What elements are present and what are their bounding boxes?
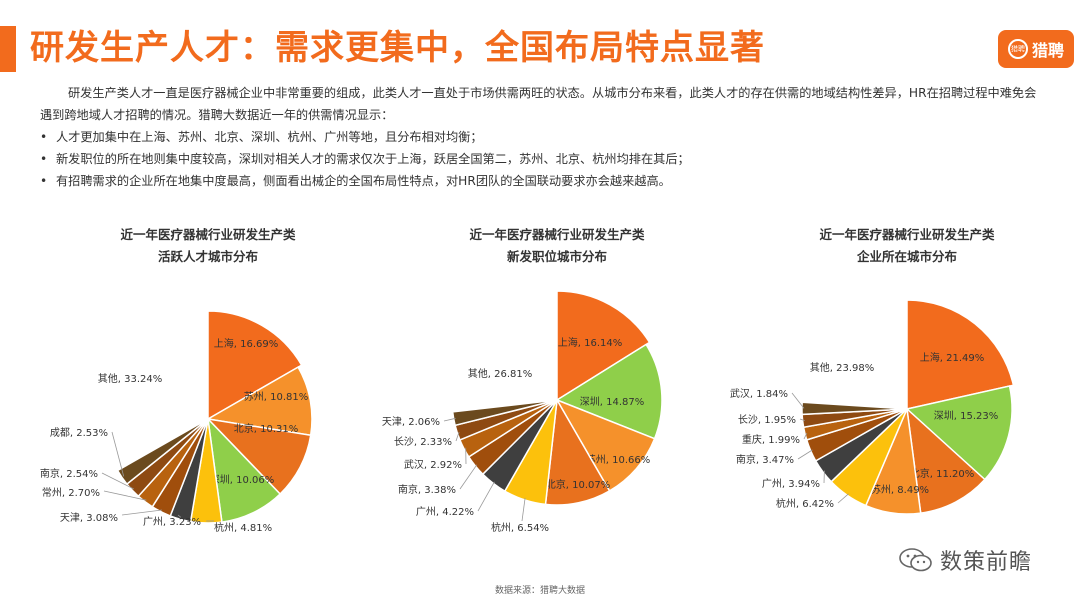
slice-label: 南京, 3.38% (398, 483, 456, 496)
slice-label: 北京, 10.07% (546, 478, 611, 491)
leader-line (443, 417, 456, 422)
pie-slice-上海 (207, 310, 303, 421)
slice-label: 深圳, 14.87% (580, 396, 645, 408)
watermark-text: 数策前瞻 (940, 550, 1033, 575)
pie-slice-武汉 (801, 401, 908, 416)
slice-label: 杭州, 4.81% (214, 521, 272, 534)
leader-line (101, 472, 134, 490)
leader-line (477, 481, 495, 512)
leader-line (111, 431, 125, 477)
leader-line (521, 497, 526, 522)
pie-slice-苏州 (555, 398, 656, 492)
title-accent-bar (0, 26, 16, 72)
intro-bullet: 人才更加集中在上海、苏州、北京、深圳、杭州、广州等地，且分布相对均衡； (40, 126, 1040, 148)
slice-label: 广州, 3.94% (762, 478, 820, 490)
chart-title: 近一年医疗器械行业研发生产类 (819, 227, 995, 242)
chart-title: 企业所在城市分布 (856, 249, 958, 264)
logo-mark-icon: 猎聘 (1007, 39, 1028, 59)
slice-label: 上海, 16.14% (558, 336, 623, 349)
wechat-icon (899, 548, 932, 572)
slice-label: 天津, 3.08% (60, 512, 118, 524)
slice-label: 常州, 2.70% (42, 486, 100, 499)
slice-label: 苏州, 10.81% (244, 390, 309, 403)
intro-bullet: 有招聘需求的企业所在地集中度最高，侧面看出械企的全国布局性特点，对HR团队的全国… (40, 170, 1040, 192)
leader-line (455, 431, 460, 442)
slice-label: 杭州, 6.42% (776, 497, 834, 510)
slice-label: 广州, 3.23% (143, 516, 201, 528)
slice-label: 长沙, 1.95% (738, 414, 796, 426)
slice-label: 广州, 4.22% (416, 506, 474, 518)
pie-slice-上海 (906, 299, 1015, 410)
slice-label: 天津, 2.06% (382, 416, 440, 428)
pie-slice-成都 (116, 418, 209, 486)
pie-slice-北京 (905, 407, 986, 514)
slice-label: 北京, 11.20% (910, 467, 975, 480)
leader-line (103, 490, 147, 501)
leader-line (177, 514, 182, 518)
slice-label: 成都, 2.53% (50, 427, 108, 439)
slice-label: 南京, 3.47% (736, 453, 794, 466)
logo-text: 猎聘 (1031, 41, 1064, 60)
intro-paragraph: 研发生产类人才一直是医疗器械企业中非常重要的组成，此类人才一直处于市场供需两旺的… (40, 86, 1037, 122)
slice-label: 深圳, 10.06% (210, 474, 275, 486)
slice-label: 杭州, 6.54% (491, 521, 549, 534)
leader-line (799, 418, 805, 421)
page-title: 研发生产人才：需求更集中，全国布局特点显著 (30, 28, 765, 68)
slice-label: 武汉, 2.92% (404, 458, 462, 471)
slice-label: 其他, 26.81% (468, 367, 533, 380)
slice-label: 深圳, 15.23% (934, 410, 999, 422)
slice-label: 上海, 21.49% (920, 351, 985, 364)
chart-title: 活跃人才城市分布 (158, 249, 259, 264)
data-source: 数据来源：猎聘大数据 (494, 586, 585, 596)
intro-text: 研发生产类人才一直是医疗器械企业中非常重要的组成，此类人才一直处于市场供需两旺的… (40, 82, 1040, 192)
liepin-logo: 猎聘 猎聘 (998, 30, 1074, 68)
pie-slice-上海 (556, 290, 651, 402)
pie-slice-深圳 (905, 385, 1013, 481)
leader-line (121, 509, 163, 516)
slice-label: 上海, 16.69% (214, 337, 279, 350)
intro-bullets: 人才更加集中在上海、苏州、北京、深圳、杭州、广州等地，且分布相对均衡； 新发职位… (40, 126, 1040, 192)
pie-slice-苏州 (205, 366, 313, 437)
slice-label: 苏州, 8.49% (871, 483, 929, 496)
leader-line (803, 432, 808, 440)
leader-line (837, 493, 849, 504)
slice-label: 武汉, 1.84% (730, 387, 788, 400)
intro-bullet: 新发职位的所在地则集中度较高，深圳对相关人才的需求仅次于上海，跃居全国第二，苏州… (40, 148, 1040, 170)
slice-label: 苏州, 10.66% (586, 453, 651, 466)
slice-label: 其他, 23.98% (810, 361, 875, 374)
slice-label: 长沙, 2.33% (394, 436, 452, 448)
chart-title: 近一年医疗器械行业研发生产类 (120, 227, 296, 242)
slice-label: 其他, 33.24% (98, 372, 163, 385)
chart-title: 近一年医疗器械行业研发生产类 (469, 227, 645, 242)
watermark: 数策前瞻 (898, 544, 1032, 576)
pie-slice-深圳 (555, 343, 663, 440)
leader-line (459, 464, 478, 490)
slice-label: 南京, 2.54% (40, 467, 98, 480)
chart-title: 新发职位城市分布 (507, 249, 608, 264)
leader-line (791, 392, 805, 409)
leader-line (797, 449, 813, 460)
slice-label: 重庆, 1.99% (742, 433, 800, 446)
slice-label: 北京, 10.31% (234, 422, 299, 435)
